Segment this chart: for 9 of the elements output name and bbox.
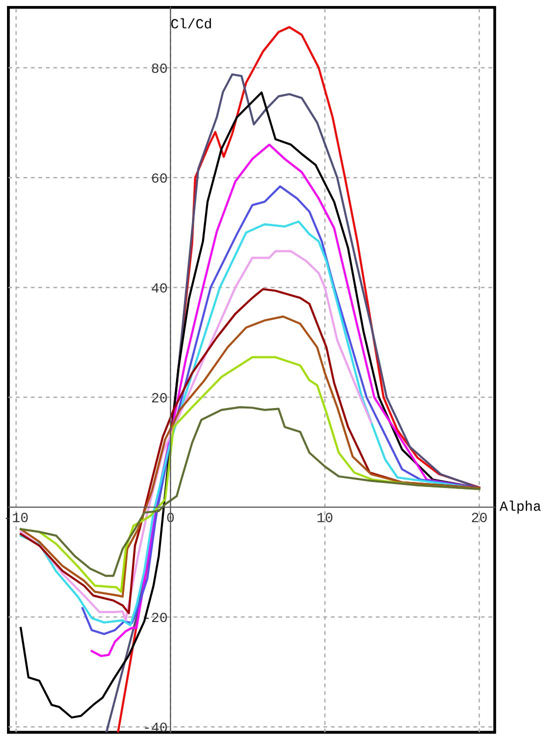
x-tick-label: 20 bbox=[472, 512, 487, 522]
y-axis-title: Cl/Cd bbox=[171, 18, 211, 28]
x-tick-label: 10 bbox=[318, 512, 332, 522]
x-axis-title: Alpha bbox=[500, 500, 541, 514]
y-tick-label: 60 bbox=[152, 173, 167, 183]
y-tick-label: 40 bbox=[152, 283, 167, 293]
y-tick-label: -40 bbox=[144, 722, 167, 732]
y-tick-label: 80 bbox=[152, 64, 167, 73]
y-tick-label: 20 bbox=[152, 393, 167, 402]
